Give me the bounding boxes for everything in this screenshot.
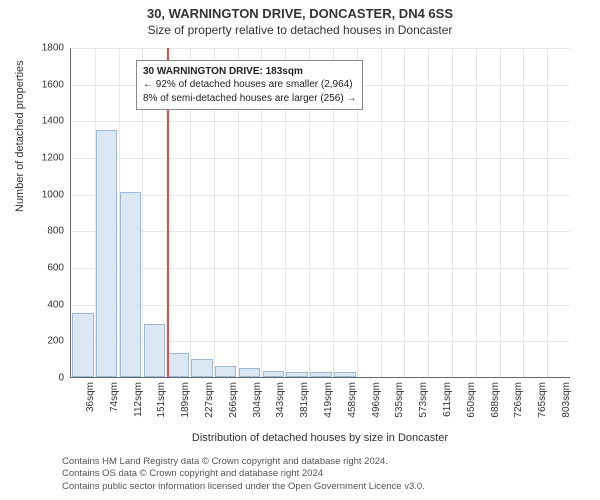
x-tick-label: 74sqm: [109, 382, 120, 412]
gridline: [71, 121, 570, 122]
x-tick-label: 189sqm: [180, 382, 191, 418]
y-tick-label: 400: [24, 299, 64, 310]
y-tick-label: 1800: [24, 43, 64, 54]
x-tick-label: 803sqm: [561, 382, 572, 418]
x-tick-label: 650sqm: [466, 382, 477, 418]
y-tick-label: 200: [24, 336, 64, 347]
histogram-bar: [96, 130, 117, 378]
x-tick-label: 343sqm: [275, 382, 286, 418]
histogram-bar: [310, 372, 331, 378]
y-tick-label: 1600: [24, 79, 64, 90]
annotation-line: ← 92% of detached houses are smaller (2,…: [143, 78, 356, 92]
x-tick-label: 151sqm: [156, 382, 167, 418]
gridline: [71, 231, 570, 232]
x-tick-label: 227sqm: [204, 382, 215, 418]
x-tick-label: 381sqm: [299, 382, 310, 418]
x-tick-label: 535sqm: [394, 382, 405, 418]
x-tick-label: 496sqm: [371, 382, 382, 418]
gridline: [71, 195, 570, 196]
y-tick-label: 1000: [24, 189, 64, 200]
x-tick-label: 112sqm: [133, 382, 144, 417]
histogram-bar: [334, 372, 355, 377]
annotation-box: 30 WARNINGTON DRIVE: 183sqm← 92% of deta…: [136, 60, 363, 111]
gridline: [71, 305, 570, 306]
histogram-bar: [72, 313, 93, 377]
gridline: [476, 48, 477, 377]
x-tick-label: 573sqm: [418, 382, 429, 418]
gridline: [381, 48, 382, 377]
x-tick-label: 688sqm: [490, 382, 501, 418]
x-tick-label: 419sqm: [323, 382, 334, 418]
gridline: [547, 48, 548, 377]
x-tick-label: 458sqm: [347, 382, 358, 418]
gridline: [523, 48, 524, 377]
histogram-bar: [239, 368, 260, 377]
histogram-bar: [215, 366, 236, 377]
y-tick-label: 1200: [24, 153, 64, 164]
x-tick-label: 611sqm: [442, 382, 453, 417]
x-tick-label: 36sqm: [85, 382, 96, 412]
page-title: 30, WARNINGTON DRIVE, DONCASTER, DN4 6SS: [0, 6, 600, 21]
histogram-chart: 30 WARNINGTON DRIVE: 183sqm← 92% of deta…: [70, 48, 570, 378]
gridline: [500, 48, 501, 377]
gridline: [452, 48, 453, 377]
histogram-bar: [167, 353, 188, 377]
page-subtitle: Size of property relative to detached ho…: [0, 23, 600, 37]
y-tick-label: 0: [24, 373, 64, 384]
gridline: [71, 268, 570, 269]
histogram-bar: [191, 359, 212, 377]
gridline: [404, 48, 405, 377]
annotation-title: 30 WARNINGTON DRIVE: 183sqm: [143, 65, 356, 79]
y-tick-label: 1400: [24, 116, 64, 127]
attribution-line: Contains OS data © Crown copyright and d…: [62, 468, 425, 480]
histogram-bar: [120, 192, 141, 377]
x-tick-label: 304sqm: [252, 382, 263, 418]
x-tick-label: 266sqm: [228, 382, 239, 418]
gridline: [428, 48, 429, 377]
gridline: [71, 48, 570, 49]
attribution-line: Contains HM Land Registry data © Crown c…: [62, 456, 425, 468]
attribution-block: Contains HM Land Registry data © Crown c…: [62, 456, 425, 493]
x-axis-label: Distribution of detached houses by size …: [70, 432, 570, 444]
histogram-bar: [144, 324, 165, 377]
gridline: [71, 158, 570, 159]
annotation-line: 8% of semi-detached houses are larger (2…: [143, 92, 356, 106]
histogram-bar: [286, 372, 307, 378]
x-tick-label: 765sqm: [537, 382, 548, 418]
y-tick-label: 800: [24, 226, 64, 237]
attribution-line: Contains public sector information licen…: [62, 481, 425, 493]
histogram-bar: [263, 371, 284, 377]
y-tick-label: 600: [24, 263, 64, 274]
x-tick-label: 726sqm: [513, 382, 524, 418]
